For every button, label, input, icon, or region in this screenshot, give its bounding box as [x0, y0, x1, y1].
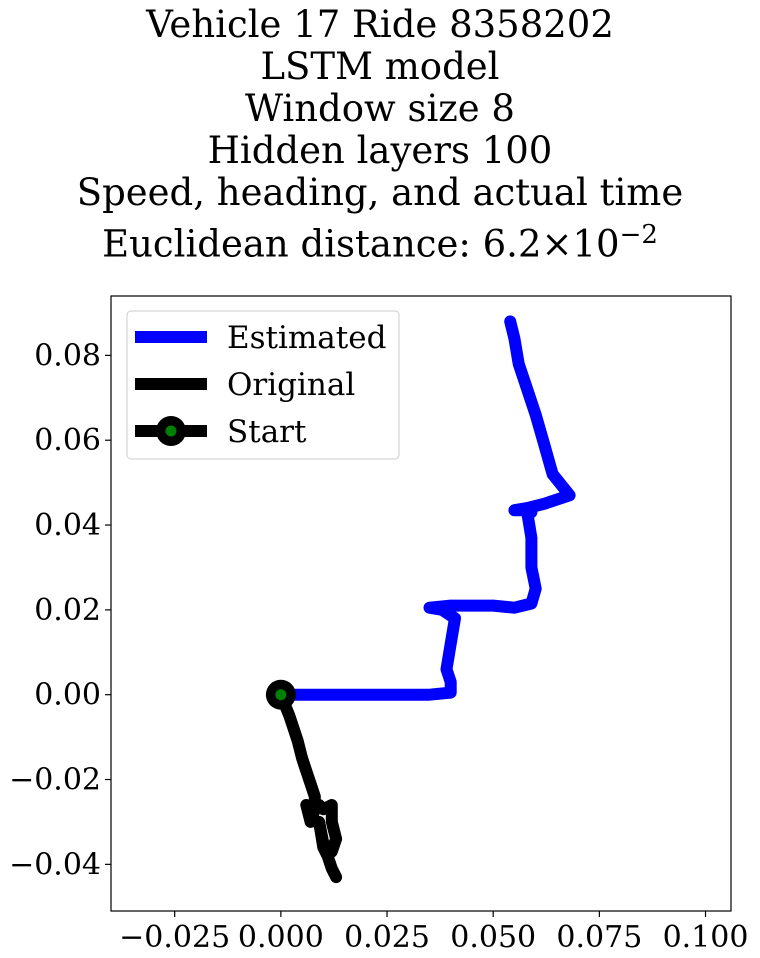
legend-start-marker-center — [165, 425, 177, 437]
series-line-original — [274, 688, 343, 884]
start-marker-center — [275, 689, 287, 701]
y-tick-label: 0.08 — [34, 338, 101, 373]
distance-base: 10 — [572, 222, 620, 266]
legend-label-start: Start — [227, 414, 307, 450]
x-axis: −0.025 0.000 0.025 0.050 0.075 0.100 — [119, 911, 748, 955]
x-tick-label: 0.050 — [450, 920, 536, 955]
title-line-model: LSTM model — [260, 45, 500, 88]
distance-exponent: −2 — [619, 220, 658, 250]
title-line-hidden-layers: Hidden layers 100 — [207, 129, 553, 172]
x-tick-label: 0.000 — [238, 920, 324, 955]
axes-frame — [110, 295, 732, 912]
y-tick-label: −0.02 — [9, 763, 101, 798]
title-line-window: Window size 8 — [245, 87, 515, 130]
y-axis: −0.04 −0.02 0.00 0.02 0.04 0.06 0.08 — [9, 338, 111, 882]
legend-box — [126, 310, 400, 460]
y-tick-label: 0.02 — [34, 593, 101, 628]
x-tick-label: 0.100 — [663, 920, 749, 955]
legend: Estimated Original Start — [126, 310, 400, 460]
legend-label-estimated: Estimated — [227, 320, 386, 356]
title-line-distance: Euclidean distance: 6.2×10−2 — [0, 214, 760, 265]
x-tick-label: −0.025 — [119, 920, 230, 955]
chart-title: Vehicle 17 Ride 8358202 LSTM model Windo… — [0, 0, 760, 265]
distance-prefix: Euclidean distance: — [102, 222, 483, 266]
y-tick-label: 0.00 — [34, 678, 101, 713]
title-line-features: Speed, heading, and actual time — [76, 171, 684, 214]
series-line-estimated — [274, 315, 576, 701]
distance-mantissa: 6.2 — [482, 222, 542, 266]
x-tick-label: 0.025 — [344, 920, 430, 955]
legend-label-original: Original — [227, 367, 355, 403]
x-tick-label: 0.075 — [556, 920, 642, 955]
title-line-vehicle: Vehicle 17 Ride 8358202 — [146, 3, 614, 46]
distance-times: × — [541, 222, 573, 266]
y-tick-label: 0.04 — [34, 508, 101, 543]
y-tick-label: 0.06 — [34, 423, 101, 458]
y-tick-label: −0.04 — [9, 847, 101, 882]
